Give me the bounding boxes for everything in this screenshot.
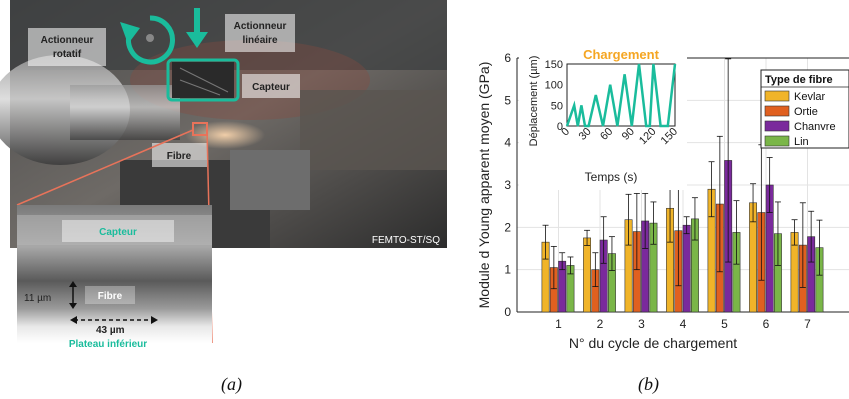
y-tick-label: 0 [504,305,511,319]
legend-entry-kevlar: Kevlar [794,91,826,103]
legend-entry-chanvre: Chanvre [794,121,836,133]
y-tick-label: 3 [504,178,511,192]
legend-swatch-ortie [764,105,790,117]
inset-label-width: 43 µm [96,325,125,336]
label-box-fibre [152,143,207,167]
legend-title: Type de fibre [765,74,833,86]
label-actionneur-rotatif-l2: rotatif [53,49,82,60]
y-tick-label: 2 [504,220,511,234]
label-box-lineaire [225,14,295,52]
inset-y-axis-label: Déplacement (µm) [528,56,540,147]
x-tick-label: 6 [763,317,770,331]
width-arrowhead-left [70,316,77,324]
y-tick-label: 5 [504,93,511,107]
young-modulus-chart: 0 1 2 3 4 5 6 1 2 3 4 5 6 7 N° du cycle de chargement M… [476,47,849,351]
thickness-arrowhead-up [69,281,77,287]
x-tick-label: 7 [804,317,811,331]
bar-chanvre [682,224,691,313]
inset-title: Chargement [583,47,660,62]
thickness-arrowhead-down [69,303,77,309]
x-tick-label: 5 [721,317,728,331]
inset-x-axis-label: Temps (s) [585,170,638,184]
figure-label-b: (b) [638,374,659,394]
photo-credit: FEMTO-ST/SQ [372,235,440,246]
x-tick-label: 3 [638,317,645,331]
inset-y-tick-label: 50 [551,100,563,112]
x-tick-label: 2 [597,317,604,331]
rotary-shaft [70,85,180,140]
sensor-stripe [179,67,229,93]
label-capteur: Capteur [252,82,290,93]
experimental-setup-photo: Actionneur rotatif Actionneur linéaire C… [0,0,447,350]
inset-y-tick-label: 150 [545,59,563,71]
label-box-rotatif [28,28,106,66]
y-tick-label: 4 [504,136,511,150]
sensor-highlight-box [166,58,240,102]
label-box-capteur [242,74,300,98]
inset-loading-line [565,63,677,128]
y-axis-label: Module d Young apparent moyen (GPa) [476,62,492,309]
label-fibre: Fibre [167,151,192,162]
label-actionneur-lineaire-l2: linéaire [242,35,277,46]
rotation-arrowhead-icon [120,22,140,44]
legend-swatch-chanvre [764,120,790,132]
legend-entry-lin: Lin [794,136,809,148]
legend-entry-ortie: Ortie [794,106,818,118]
inset-y-tick-label: 0 [557,121,563,133]
y-tick-label: 6 [504,51,511,65]
sensor-stripe [179,79,221,96]
bar-kevlar [583,237,591,313]
x-tick-label: 1 [555,317,562,331]
light-glow [185,121,265,149]
inset-label-capteur: Capteur [99,227,137,238]
legend-swatch-lin [764,135,790,147]
micrograph-label-box-capteur [62,220,174,242]
rotation-axis [146,34,154,42]
width-arrowhead-right [151,316,158,324]
inset-label-plateau: Plateau inférieur [69,339,147,350]
micrograph-sensor-band [17,215,212,245]
machine-clamp [230,150,310,210]
zoom-line-left [16,129,194,206]
rotation-arrow-icon [126,15,175,65]
micrograph-label-box-fibre [85,286,135,304]
y-tick-label: 1 [504,263,511,277]
fibre-zoom-box [192,122,208,136]
x-tick-label: 4 [680,317,687,331]
machine-part-right [300,90,447,170]
x-axis-label: N° du cycle de chargement [569,335,737,351]
label-actionneur-lineaire-l1: Actionneur [234,21,287,32]
legend-swatch-kevlar [764,90,790,102]
inset-label-fibre: Fibre [98,291,123,302]
label-actionneur-rotatif-l1: Actionneur [41,35,94,46]
down-arrowhead-icon [186,32,208,48]
inset-y-tick-label: 100 [545,80,563,92]
inset-label-thickness: 11 µm [24,293,51,304]
figure-label-a: (a) [221,374,242,394]
